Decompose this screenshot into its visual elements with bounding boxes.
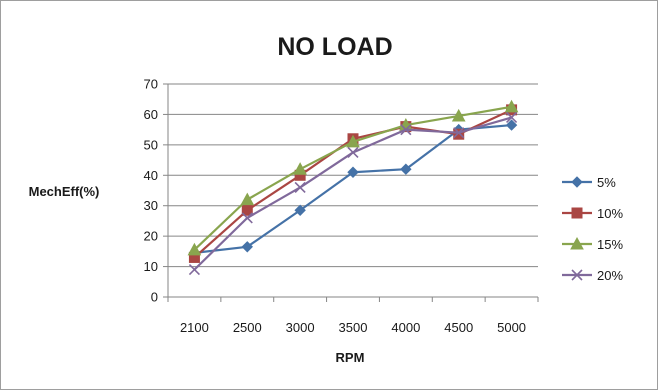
data-point xyxy=(241,212,253,224)
data-point xyxy=(241,204,253,216)
x-marker-stroke xyxy=(188,264,200,276)
legend-label: 10% xyxy=(597,206,623,221)
axes: 0 10 20 30 40 50 60 70 2100 2500 3000 3500 4000 4500 5… xyxy=(144,77,539,335)
legend-item: 20% xyxy=(562,268,623,283)
x-tick-label: 3500 xyxy=(339,320,368,335)
data-point xyxy=(453,128,465,140)
legend-label: 5% xyxy=(597,175,616,190)
series-3 xyxy=(188,111,518,276)
series-group xyxy=(187,99,519,276)
y-tick-label: 30 xyxy=(144,198,158,213)
data-point xyxy=(188,264,200,276)
y-tick-label: 50 xyxy=(144,137,158,152)
x-marker-stroke xyxy=(347,146,359,159)
legend-item: 10% xyxy=(562,206,623,221)
chart-title: NO LOAD xyxy=(277,33,392,61)
x-tick-label: 2100 xyxy=(180,320,209,335)
data-point xyxy=(451,108,466,122)
y-tick-label: 70 xyxy=(144,77,158,92)
x-tick-label: 4000 xyxy=(391,320,420,335)
data-point xyxy=(506,111,518,124)
data-point xyxy=(294,204,306,216)
y-tick-label: 20 xyxy=(144,229,158,244)
x-tick-label: 3000 xyxy=(286,320,315,335)
data-point xyxy=(400,124,412,136)
legend-marker xyxy=(571,207,583,219)
data-point xyxy=(240,192,255,206)
y-axis-label: MechEff(%) xyxy=(29,184,100,199)
data-point xyxy=(453,127,465,139)
y-tick-label: 60 xyxy=(144,107,158,122)
data-point xyxy=(505,119,518,131)
x-tick-label: 2500 xyxy=(233,320,262,335)
legend: 5% 10% 15% 20% xyxy=(562,175,623,283)
x-marker-stroke xyxy=(453,127,465,139)
x-marker-stroke xyxy=(400,124,412,136)
y-tick-label: 0 xyxy=(151,290,158,305)
x-marker-stroke xyxy=(241,212,253,224)
data-point xyxy=(504,99,519,113)
x-axis-label: RPM xyxy=(336,350,365,365)
data-point xyxy=(187,242,202,256)
x-tick-label: 5000 xyxy=(497,320,526,335)
x-marker-stroke xyxy=(294,181,306,194)
x-marker-stroke xyxy=(506,111,518,124)
legend-marker xyxy=(571,176,583,188)
legend-marker xyxy=(571,269,583,281)
legend-marker xyxy=(570,236,584,250)
data-point xyxy=(294,181,306,194)
y-tick-label: 10 xyxy=(144,259,158,274)
x-marker-stroke xyxy=(571,269,583,281)
legend-item: 15% xyxy=(562,236,623,252)
data-point xyxy=(346,134,360,148)
legend-item: 5% xyxy=(562,175,616,190)
legend-label: 15% xyxy=(597,237,623,252)
data-point xyxy=(347,146,359,159)
legend-label: 20% xyxy=(597,268,623,283)
data-point xyxy=(293,162,307,175)
data-point xyxy=(241,241,253,253)
data-point xyxy=(400,163,412,175)
data-point xyxy=(347,166,359,178)
y-tick-label: 40 xyxy=(144,168,158,183)
x-tick-label: 4500 xyxy=(444,320,473,335)
